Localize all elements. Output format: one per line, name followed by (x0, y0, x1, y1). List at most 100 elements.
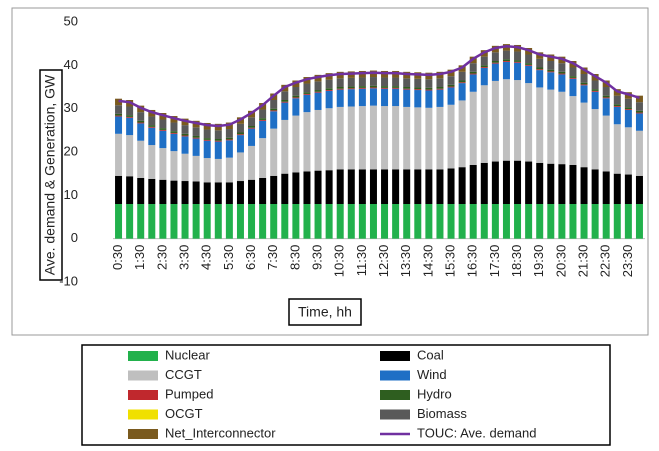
x-tick-label: 23:30 (620, 245, 635, 278)
bar-segment (580, 102, 588, 168)
bar-segment (369, 85, 377, 88)
bar-segment (336, 89, 344, 107)
bar-segment (137, 120, 145, 123)
bar-segment (115, 113, 123, 116)
x-tick-label: 21:30 (575, 245, 590, 278)
bar-segment (259, 120, 267, 139)
legend-box (81, 344, 611, 446)
bar-segment (558, 71, 566, 74)
bar-segment (414, 204, 422, 239)
bar-segment (447, 84, 455, 87)
bar-segment (148, 204, 156, 239)
bar-segment (547, 71, 555, 73)
bar-segment (491, 52, 499, 61)
bar-segment (536, 70, 544, 88)
bar-segment (236, 135, 244, 153)
bar-segment (336, 88, 344, 90)
bar-segment (547, 89, 555, 164)
bar-segment (115, 105, 123, 114)
bar-segment (558, 91, 566, 165)
bar-segment (580, 167, 588, 204)
bar-segment (458, 82, 466, 84)
bar-segment (259, 178, 267, 204)
bar-segment (148, 126, 156, 128)
bar-segment (203, 139, 211, 141)
bar-segment (381, 169, 389, 204)
bar-segment (536, 67, 544, 70)
x-tick-label: 4:30 (199, 245, 214, 270)
bar-segment (403, 204, 411, 239)
legend-label: TOUC: Ave. demand (417, 425, 536, 440)
bar-segment (558, 74, 566, 92)
bar-segment (225, 139, 233, 141)
bar-segment (292, 172, 300, 204)
x-tick-label: 1:30 (132, 245, 147, 270)
bar-segment (480, 67, 488, 86)
bar-segment (137, 123, 145, 141)
bar-segment (126, 106, 134, 116)
bar-segment (281, 173, 289, 204)
bar-segment (502, 50, 510, 60)
bar-segment (170, 132, 178, 134)
bar-segment (303, 171, 311, 204)
bar-segment (525, 63, 533, 65)
legend-swatch (128, 370, 158, 381)
bar-segment (569, 76, 577, 78)
bar-segment (425, 87, 433, 90)
bar-segment (369, 169, 377, 204)
bar-segment (469, 71, 477, 74)
bar-segment (281, 101, 289, 103)
bar-segment (469, 63, 477, 72)
bar-segment (392, 88, 400, 107)
bar-segment (447, 204, 455, 239)
bar-segment (436, 87, 444, 89)
x-tick-label: 0:30 (110, 245, 125, 270)
bar-segment (281, 102, 289, 120)
bar-segment (569, 77, 577, 79)
bar-segment (436, 204, 444, 239)
x-tick-label: 8:30 (287, 245, 302, 270)
bar-segment (159, 119, 167, 129)
bar-segment (613, 104, 621, 107)
bar-segment (569, 204, 577, 239)
bar-segment (491, 161, 499, 204)
bar-segment (336, 204, 344, 239)
bar-segment (525, 161, 533, 204)
bar-segment (624, 107, 632, 110)
bar-segment (436, 88, 444, 90)
bar-segment (236, 123, 244, 133)
bar-segment (558, 164, 566, 204)
bar-segment (369, 204, 377, 239)
bar-segment (115, 116, 123, 134)
bar-segment (270, 128, 278, 176)
bar-segment (236, 134, 244, 136)
x-tick-label: 7:30 (265, 245, 280, 270)
bar-segment (458, 83, 466, 101)
bar-segment (491, 61, 499, 63)
bar-segment (303, 112, 311, 172)
bar-segment (137, 178, 145, 204)
bar-segment (303, 92, 311, 94)
legend-swatch (380, 409, 410, 420)
bar-segment (369, 87, 377, 89)
bar-segment (292, 95, 300, 98)
bar-segment (514, 51, 522, 61)
bar-segment (458, 167, 466, 204)
bar-segment (458, 100, 466, 168)
bar-segment (137, 112, 145, 121)
bar-segment (137, 204, 145, 239)
bar-segment (635, 95, 643, 103)
bar-segment (325, 204, 333, 239)
x-tick-label: 13:30 (398, 245, 413, 278)
bar-segment (292, 87, 300, 96)
bar-segment (126, 176, 134, 204)
bar-segment (181, 135, 189, 137)
bar-segment (403, 106, 411, 170)
legend-swatch (128, 390, 158, 400)
bar-segment (591, 109, 599, 170)
bar-segment (447, 76, 455, 85)
bar-segment (148, 145, 156, 179)
bar-segment (292, 98, 300, 116)
bar-segment (292, 115, 300, 173)
